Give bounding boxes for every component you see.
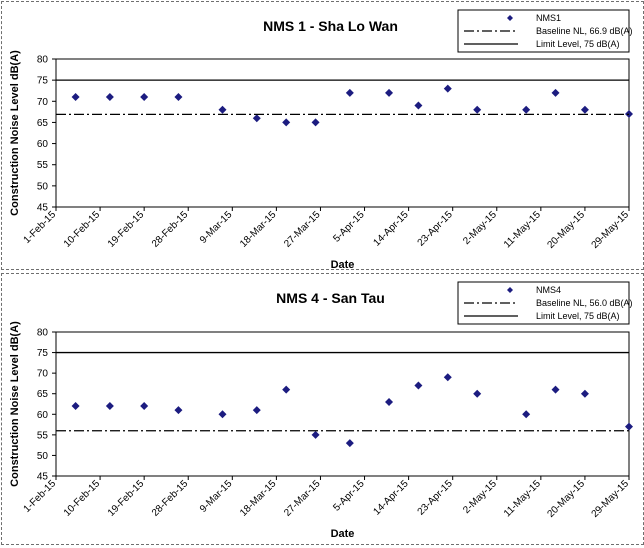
y-tick-label: 75	[37, 76, 49, 87]
x-axis-label: Date	[331, 259, 355, 269]
x-tick-label: 5-Apr-15	[331, 478, 367, 514]
y-tick-label: 60	[37, 410, 49, 421]
y-tick-label: 65	[37, 389, 49, 400]
y-tick-label: 50	[37, 181, 49, 192]
y-tick-label: 65	[37, 118, 49, 129]
x-tick-label: 23-Apr-15	[416, 478, 456, 518]
x-tick-label: 2-May-15	[461, 478, 499, 516]
x-tick-label: 20-May-15	[545, 478, 587, 520]
x-tick-label: 29-May-15	[590, 478, 632, 520]
y-axis-label: Construction Noise Level dB(A)	[9, 321, 21, 487]
y-tick-label: 55	[37, 430, 49, 441]
x-tick-label: 18-Mar-15	[238, 209, 279, 250]
legend-label: NMS4	[536, 285, 561, 295]
y-tick-label: 55	[37, 160, 49, 171]
data-point	[311, 118, 320, 127]
data-point	[140, 402, 149, 411]
x-tick-label: 5-Apr-15	[331, 209, 367, 245]
chart-panel-nms4: NMS 4 - San Tau 45 50 55 60 65 70 75 80 1-Feb-15 1…	[1, 273, 644, 545]
data-point	[218, 410, 227, 419]
data-point	[625, 422, 633, 431]
y-tick-label: 45	[37, 472, 49, 483]
data-point	[580, 389, 589, 398]
y-tick-label: 70	[37, 97, 49, 108]
y-axis-label: Construction Noise Level dB(A)	[9, 50, 21, 216]
chart-title: NMS 1 - Sha Lo Wan	[263, 18, 398, 34]
x-axis-label: Date	[331, 528, 355, 540]
x-tick-label: 19-Feb-15	[106, 209, 147, 250]
y-tick-label: 50	[37, 451, 49, 462]
data-point	[385, 88, 394, 97]
legend-point-swatch	[507, 287, 513, 293]
data-point	[385, 397, 394, 406]
x-tick-label: 27-Mar-15	[282, 209, 323, 250]
data-point	[414, 381, 423, 390]
y-tick-label: 45	[37, 203, 49, 214]
data-point	[551, 385, 560, 394]
data-point	[174, 406, 183, 415]
legend-label: Limit Level, 75 dB(A)	[536, 39, 620, 49]
data-point	[522, 410, 531, 419]
data-point	[218, 105, 227, 114]
data-point	[522, 105, 531, 114]
data-point	[105, 93, 114, 102]
x-tick-label: 1-Feb-15	[22, 209, 59, 246]
data-point	[443, 84, 452, 93]
x-tick-label: 20-May-15	[545, 209, 587, 251]
x-tick-label: 29-May-15	[590, 209, 632, 251]
data-point	[311, 430, 320, 439]
y-tick-label: 80	[37, 55, 49, 66]
legend-label: Limit Level, 75 dB(A)	[536, 311, 620, 321]
x-tick-label: 9-Mar-15	[198, 209, 235, 246]
x-tick-label: 28-Feb-15	[150, 478, 191, 519]
x-tick-label: 14-Apr-15	[372, 478, 412, 518]
plot-area	[55, 331, 630, 477]
plot-area	[55, 58, 630, 208]
x-tick-label: 11-May-15	[502, 209, 543, 250]
data-point	[473, 389, 482, 398]
x-tick-label: 18-Mar-15	[238, 478, 279, 519]
data-point	[551, 88, 560, 97]
x-tick-label: 1-Feb-15	[22, 478, 59, 515]
x-tick-label: 19-Feb-15	[106, 478, 147, 519]
data-point	[580, 105, 589, 114]
data-point	[473, 105, 482, 114]
data-point	[443, 373, 452, 382]
chart-panel-nms1: NMS 1 - Sha Lo Wan 45 50 55 60 65 70 75 80 1-Feb-…	[1, 1, 644, 270]
data-point	[174, 93, 183, 102]
chart-nms1: NMS 1 - Sha Lo Wan 45 50 55 60 65 70 75 80 1-Feb-…	[9, 9, 633, 269]
y-tick-label: 80	[37, 328, 49, 339]
x-tick-label: 10-Feb-15	[62, 478, 103, 519]
data-point	[71, 93, 80, 102]
x-tick-label: 27-Mar-15	[282, 478, 323, 519]
data-point	[71, 402, 80, 411]
x-tick-label: 9-Mar-15	[198, 478, 235, 515]
data-point	[414, 101, 423, 110]
x-tick-label: 2-May-15	[461, 209, 499, 247]
data-point	[282, 118, 291, 127]
x-tick-label: 28-Feb-15	[150, 209, 191, 250]
data-point	[105, 402, 114, 411]
legend-label: Baseline NL, 66.9 dB(A)	[536, 26, 633, 36]
y-tick-label: 60	[37, 139, 49, 150]
x-tick-label: 23-Apr-15	[416, 209, 456, 249]
chart-title: NMS 4 - San Tau	[276, 290, 385, 306]
x-tick-label: 10-Feb-15	[62, 209, 103, 250]
data-point	[282, 385, 291, 394]
legend-label: Baseline NL, 56.0 dB(A)	[536, 298, 633, 308]
legend-point-swatch	[507, 15, 513, 21]
y-tick-label: 70	[37, 369, 49, 380]
data-point	[140, 93, 149, 102]
data-point	[345, 439, 354, 448]
x-tick-label: 14-Apr-15	[372, 209, 412, 249]
x-tick-label: 11-May-15	[502, 478, 543, 519]
legend-label: NMS1	[536, 13, 561, 23]
data-point	[252, 406, 261, 415]
data-point	[345, 88, 354, 97]
y-tick-label: 75	[37, 348, 49, 359]
data-point	[252, 114, 261, 123]
